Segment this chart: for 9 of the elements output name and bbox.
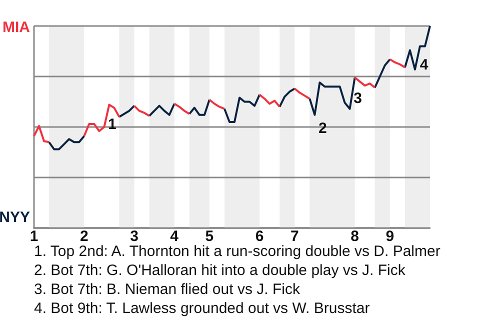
text: 3. Bot 7th: B. Nieman flied out vs J. Fick (34, 280, 301, 299)
text: MIA (2, 19, 30, 36)
text: 4. Bot 9th: T. Lawless grounded out vs W. Brusstar (34, 299, 371, 318)
annotation: 1 (108, 116, 116, 134)
text: 2. Bot 7th: G. O'Halloran hit into a double play vs J. Fick (34, 261, 406, 280)
text: NYY (0, 209, 30, 226)
annotation: 4 (420, 56, 429, 74)
annotation: 2 (318, 120, 327, 138)
annotation: 3 (354, 90, 362, 107)
